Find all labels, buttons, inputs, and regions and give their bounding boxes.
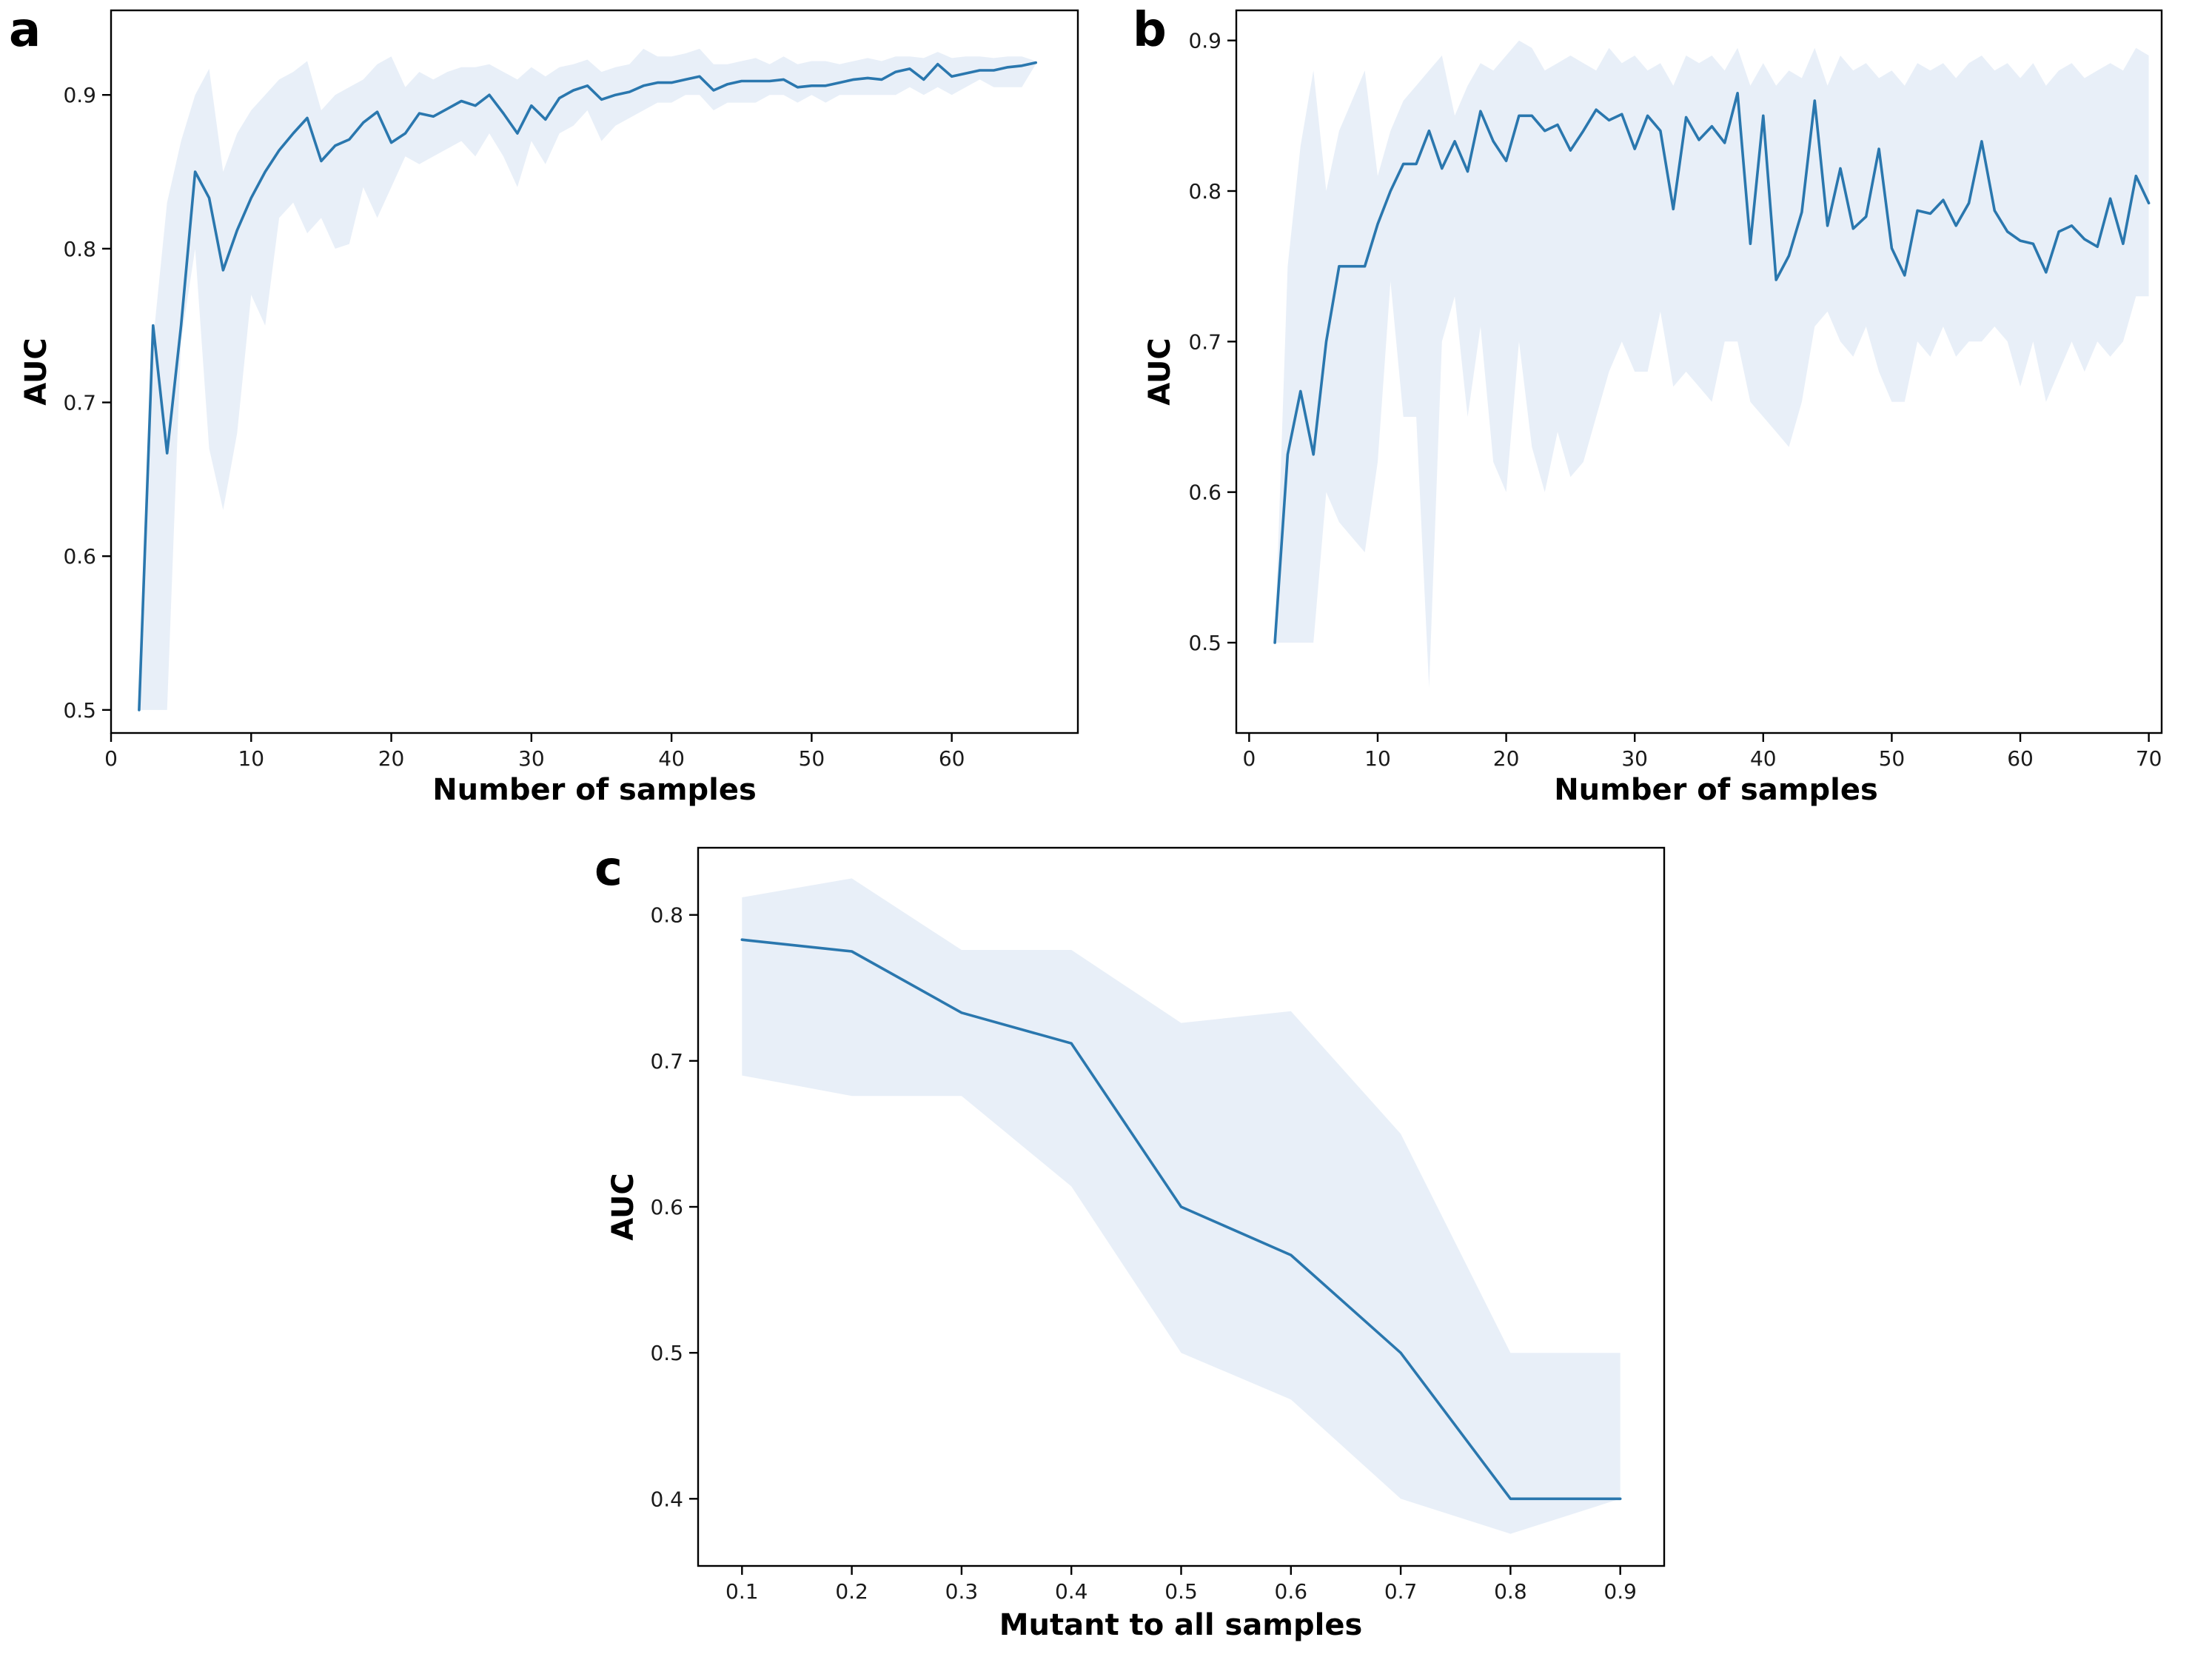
- x-tick-label: 0: [104, 746, 118, 771]
- y-tick-label: 0.7: [1188, 329, 1221, 354]
- x-tick-label: 0: [1242, 746, 1256, 771]
- x-tick-label: 20: [378, 746, 405, 771]
- y-tick-label: 0.9: [1188, 29, 1221, 53]
- x-tick-label: 70: [2136, 746, 2162, 771]
- confidence-band: [1275, 40, 2149, 688]
- x-tick-label: 40: [658, 746, 685, 771]
- x-tick-label: 10: [1364, 746, 1391, 771]
- y-tick-label: 0.7: [650, 1049, 683, 1074]
- auc-mean-line: [138, 61, 1037, 712]
- x-axis-label: Number of samples: [1554, 773, 1878, 807]
- x-axis-label: Number of samples: [432, 773, 757, 807]
- y-tick-label: 0.5: [63, 698, 96, 723]
- y-tick-label: 0.8: [63, 237, 96, 261]
- panel-letter: c: [594, 842, 623, 897]
- x-tick-label: 50: [1879, 746, 1906, 771]
- panel-b: 0 10 20 30 40 50 60 70 0.5 0.6 0.7 0.8 0.9 Number of …: [1133, 3, 2163, 807]
- x-tick-label: 30: [518, 746, 545, 771]
- x-tick-label: 0.6: [1275, 1579, 1308, 1604]
- x-tick-label: 0.9: [1603, 1579, 1637, 1604]
- x-tick-label: 20: [1493, 746, 1520, 771]
- y-tick-label: 0.6: [63, 544, 96, 569]
- x-tick-label: 10: [238, 746, 264, 771]
- y-tick-label: 0.6: [1188, 481, 1221, 505]
- y-tick-label: 0.8: [650, 903, 683, 928]
- confidence-band: [138, 48, 1036, 710]
- x-tick-label: 30: [1621, 746, 1648, 771]
- y-tick-label: 0.4: [650, 1487, 683, 1511]
- panel-letter: b: [1133, 3, 1167, 58]
- y-axis-label: AUC: [1143, 338, 1177, 406]
- y-tick-label: 0.9: [63, 83, 96, 107]
- x-tick-label: 0.5: [1164, 1579, 1198, 1604]
- x-tick-label: 0.4: [1055, 1579, 1088, 1604]
- x-tick-label: 0.3: [945, 1579, 979, 1604]
- y-tick-label: 0.5: [1188, 631, 1221, 655]
- x-tick-label: 40: [1750, 746, 1777, 771]
- x-tick-label: 60: [2007, 746, 2034, 771]
- panel-a: 0 10 20 30 40 50 60 0.5 0.6 0.7 0.8 0.9 Number of sa…: [9, 3, 1079, 807]
- y-tick-label: 0.5: [650, 1341, 683, 1365]
- x-tick-label: 0.8: [1494, 1579, 1527, 1604]
- panel-letter: a: [9, 3, 41, 58]
- y-axis-label: AUC: [606, 1173, 640, 1241]
- x-tick-label: 60: [939, 746, 965, 771]
- plot-frame: [1235, 9, 2163, 734]
- x-axis-label: Mutant to all samples: [999, 1608, 1363, 1642]
- y-tick-label: 0.6: [650, 1195, 683, 1219]
- x-tick-label: 0.1: [725, 1579, 759, 1604]
- plot-frame: [110, 9, 1079, 734]
- panel-c: 0.1 0.2 0.3 0.4 0.5 0.6 0.7 0.8 0.9 0.4 0.5 0.6 0.7 0…: [594, 842, 1666, 1642]
- x-tick-label: 0.7: [1384, 1579, 1418, 1604]
- x-tick-label: 0.2: [835, 1579, 868, 1604]
- y-axis-label: AUC: [19, 338, 53, 406]
- auc-mean-line: [740, 938, 1622, 1501]
- x-tick-label: 50: [799, 746, 825, 771]
- auc-mean-line: [1273, 92, 2151, 644]
- y-tick-label: 0.7: [63, 391, 96, 415]
- y-tick-label: 0.8: [1188, 179, 1221, 204]
